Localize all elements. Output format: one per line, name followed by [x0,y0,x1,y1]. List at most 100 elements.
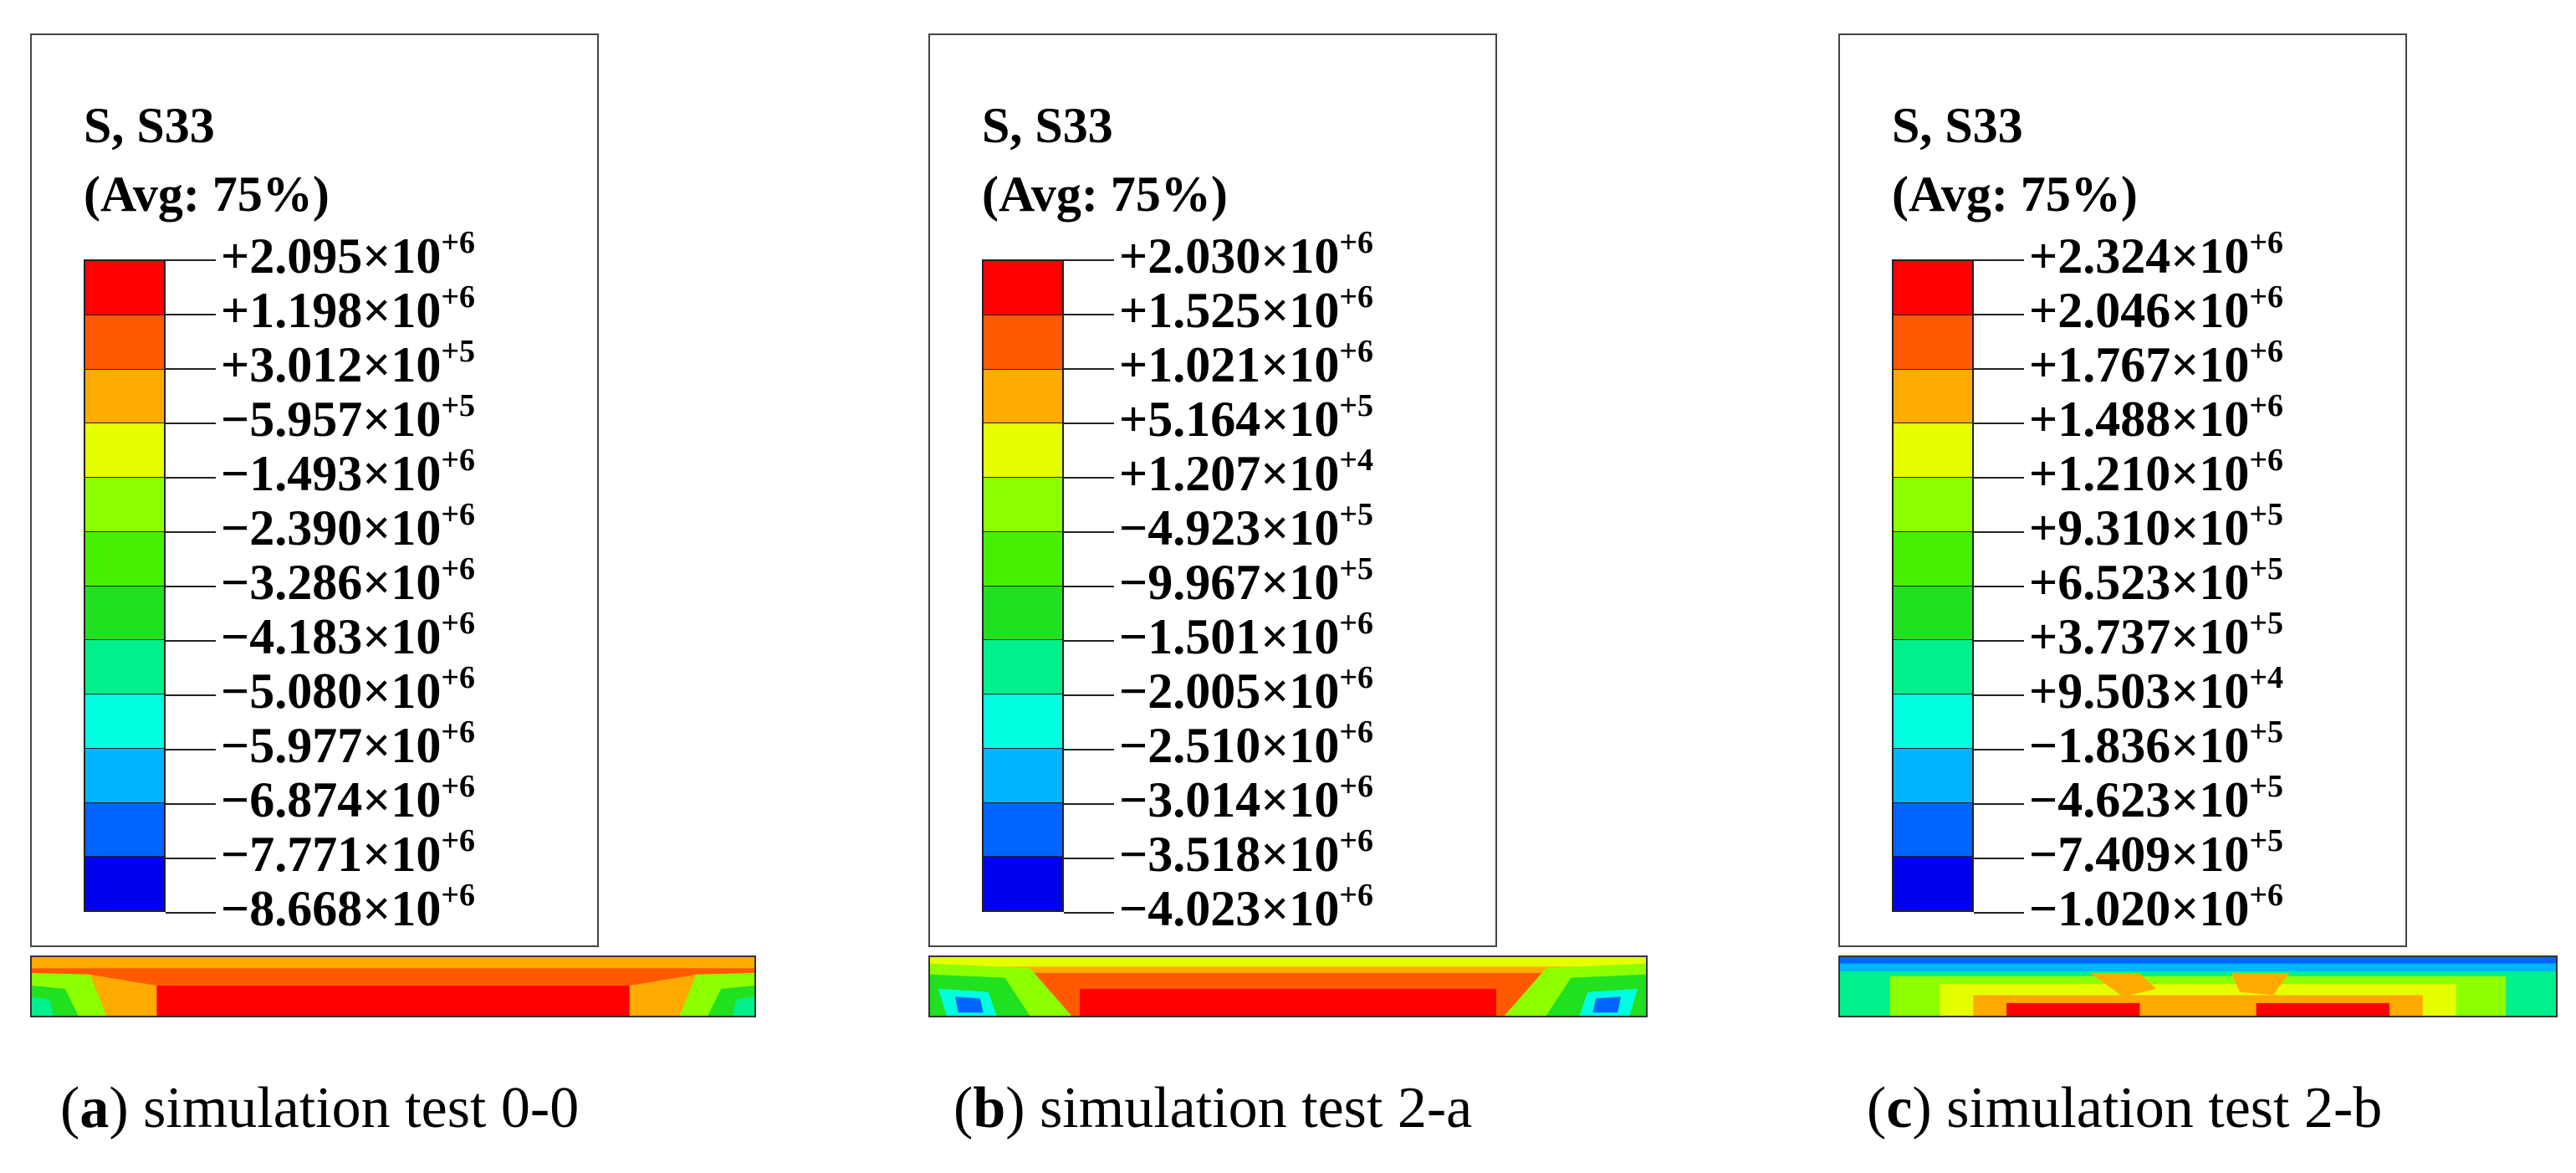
colorbar-band [1894,802,1972,857]
legend-value-exponent: +6 [441,551,476,586]
legend-value-mantissa: +2.324×10 [2029,228,2250,284]
colorbar-band [85,802,164,857]
legend-value: −7.771×10+6 [221,825,475,882]
legend-value-mantissa: −9.967×10 [1119,555,1340,610]
legend-value-exponent: +5 [2249,769,2284,804]
legend-title: S, S33 [84,98,215,153]
legend-value-mantissa: −2.390×10 [221,500,442,556]
colorbar-band [1894,694,1972,748]
legend-tick [166,694,216,696]
colorbar-band [1894,585,1972,640]
legend-tick [166,858,216,859]
colorbar-band [85,694,164,748]
legend-value-exponent: +6 [441,279,476,315]
colorbar-band [85,530,164,586]
legend-value-exponent: +6 [1339,769,1374,804]
legend-value: −4.923×10+5 [1119,499,1373,553]
legend-value-exponent: +5 [2249,823,2284,858]
legend-tick [166,477,216,479]
colorbar-band [1894,477,1972,531]
legend-value-mantissa: −6.874×10 [221,772,442,827]
colorbar-band [984,747,1062,802]
legend-tick [1064,259,1114,261]
legend-value-mantissa: +1.525×10 [1119,283,1340,338]
legend-value-exponent: +6 [441,823,476,858]
legend-tick [1064,749,1114,750]
legend-value: +1.525×10+6 [1119,281,1373,338]
legend-subtitle: (Avg: 75%) [84,166,330,222]
legend-value: −2.005×10+6 [1119,662,1373,716]
legend-tick [1974,423,2024,424]
legend-value-exponent: +6 [1339,878,1374,913]
legend-value-mantissa: −3.286×10 [221,555,442,610]
legend-box: S, S33 (Avg: 75%) +2.030×10+6 +1.525×10+6… [928,33,1497,947]
legend-value-exponent: +6 [441,497,476,532]
legend-value: +3.737×10+5 [2029,607,2283,662]
panel-a: S, S33 (Avg: 75%) +2.095×10+6 +1.198×10+6… [30,0,766,1173]
caption-text: simulation test 0-0 [143,1076,580,1140]
colorbar-band [85,585,164,640]
legend-value-mantissa: −4.623×10 [2029,772,2250,827]
colorbar-band [1894,368,1972,423]
legend-value: −4.183×10+6 [221,607,475,664]
legend-value: +5.164×10+5 [1119,390,1373,447]
legend-value-exponent: +6 [2249,443,2284,478]
legend-value-mantissa: −5.977×10 [221,718,442,773]
legend-value-mantissa: −7.409×10 [2029,827,2250,882]
panel-caption: (b) simulation test 2-a [953,1076,1473,1140]
legend-value: −5.977×10+6 [221,716,475,773]
legend-title: S, S33 [982,98,1113,153]
legend-tick [1974,749,2024,750]
legend-value-mantissa: −1.501×10 [1119,609,1340,664]
colorbar-band [85,261,164,315]
legend-value-mantissa: +1.198×10 [221,283,442,338]
legend-value-mantissa: −1.020×10 [2029,881,2250,936]
legend-value-mantissa: −4.023×10 [1119,881,1340,936]
legend-value: +2.095×10+6 [221,227,475,284]
legend-value-mantissa: +9.503×10 [2029,663,2250,719]
legend-tick [166,640,216,642]
legend-value-mantissa: +1.021×10 [1119,337,1340,392]
colorbar-band [984,694,1062,748]
panel-caption: (a) simulation test 0-0 [60,1076,580,1140]
caption-letter: c [1886,1076,1913,1140]
legend-value-mantissa: −4.183×10 [221,609,442,664]
legend-tick [1974,858,2024,859]
legend-value-mantissa: +9.310×10 [2029,500,2250,556]
legend-value: −7.409×10+5 [2029,825,2283,882]
colorbar-band [984,368,1062,423]
panel-c: S, S33 (Avg: 75%) +2.324×10+6 +2.046×10+6… [1838,0,2576,1173]
legend-value-mantissa: +1.488×10 [2029,392,2250,447]
colorbar-band [85,856,164,910]
panel-b: S, S33 (Avg: 75%) +2.030×10+6 +1.525×10+6… [928,0,1681,1173]
colorbar [982,259,1064,912]
legend-value-exponent: +6 [1339,606,1374,641]
legend-value-mantissa: +2.095×10 [221,228,442,284]
legend-value: +2.030×10+6 [1119,227,1373,281]
legend-value-exponent: +6 [441,660,476,695]
legend-value: −9.967×10+5 [1119,553,1373,610]
legend-tick [1064,803,1114,805]
legend-tick [1974,259,2024,261]
legend-value: −3.014×10+6 [1119,771,1373,825]
legend-value: −3.518×10+6 [1119,825,1373,879]
legend-value-mantissa: −5.957×10 [221,392,442,447]
colorbar-band [1894,639,1972,694]
legend-value: −1.836×10+5 [2029,716,2283,771]
legend-tick [166,423,216,424]
legend-tick [1064,912,1114,914]
colorbar-band [984,856,1062,910]
legend-value-exponent: +5 [2249,715,2284,750]
legend-value-mantissa: −7.771×10 [221,827,442,882]
legend-value: −5.957×10+5 [221,390,475,447]
colorbar-band [984,261,1062,315]
colorbar-band [85,477,164,531]
legend-value: −8.668×10+6 [221,879,475,934]
colorbar-band [1894,530,1972,586]
legend-value-mantissa: +2.046×10 [2029,283,2250,338]
legend-box: S, S33 (Avg: 75%) +2.095×10+6 +1.198×10+6… [30,33,599,947]
legend-value: +1.767×10+6 [2029,336,2283,390]
legend-tick [1064,694,1114,696]
legend-value-mantissa: +5.164×10 [1119,392,1340,447]
colorbar [1892,259,1974,912]
